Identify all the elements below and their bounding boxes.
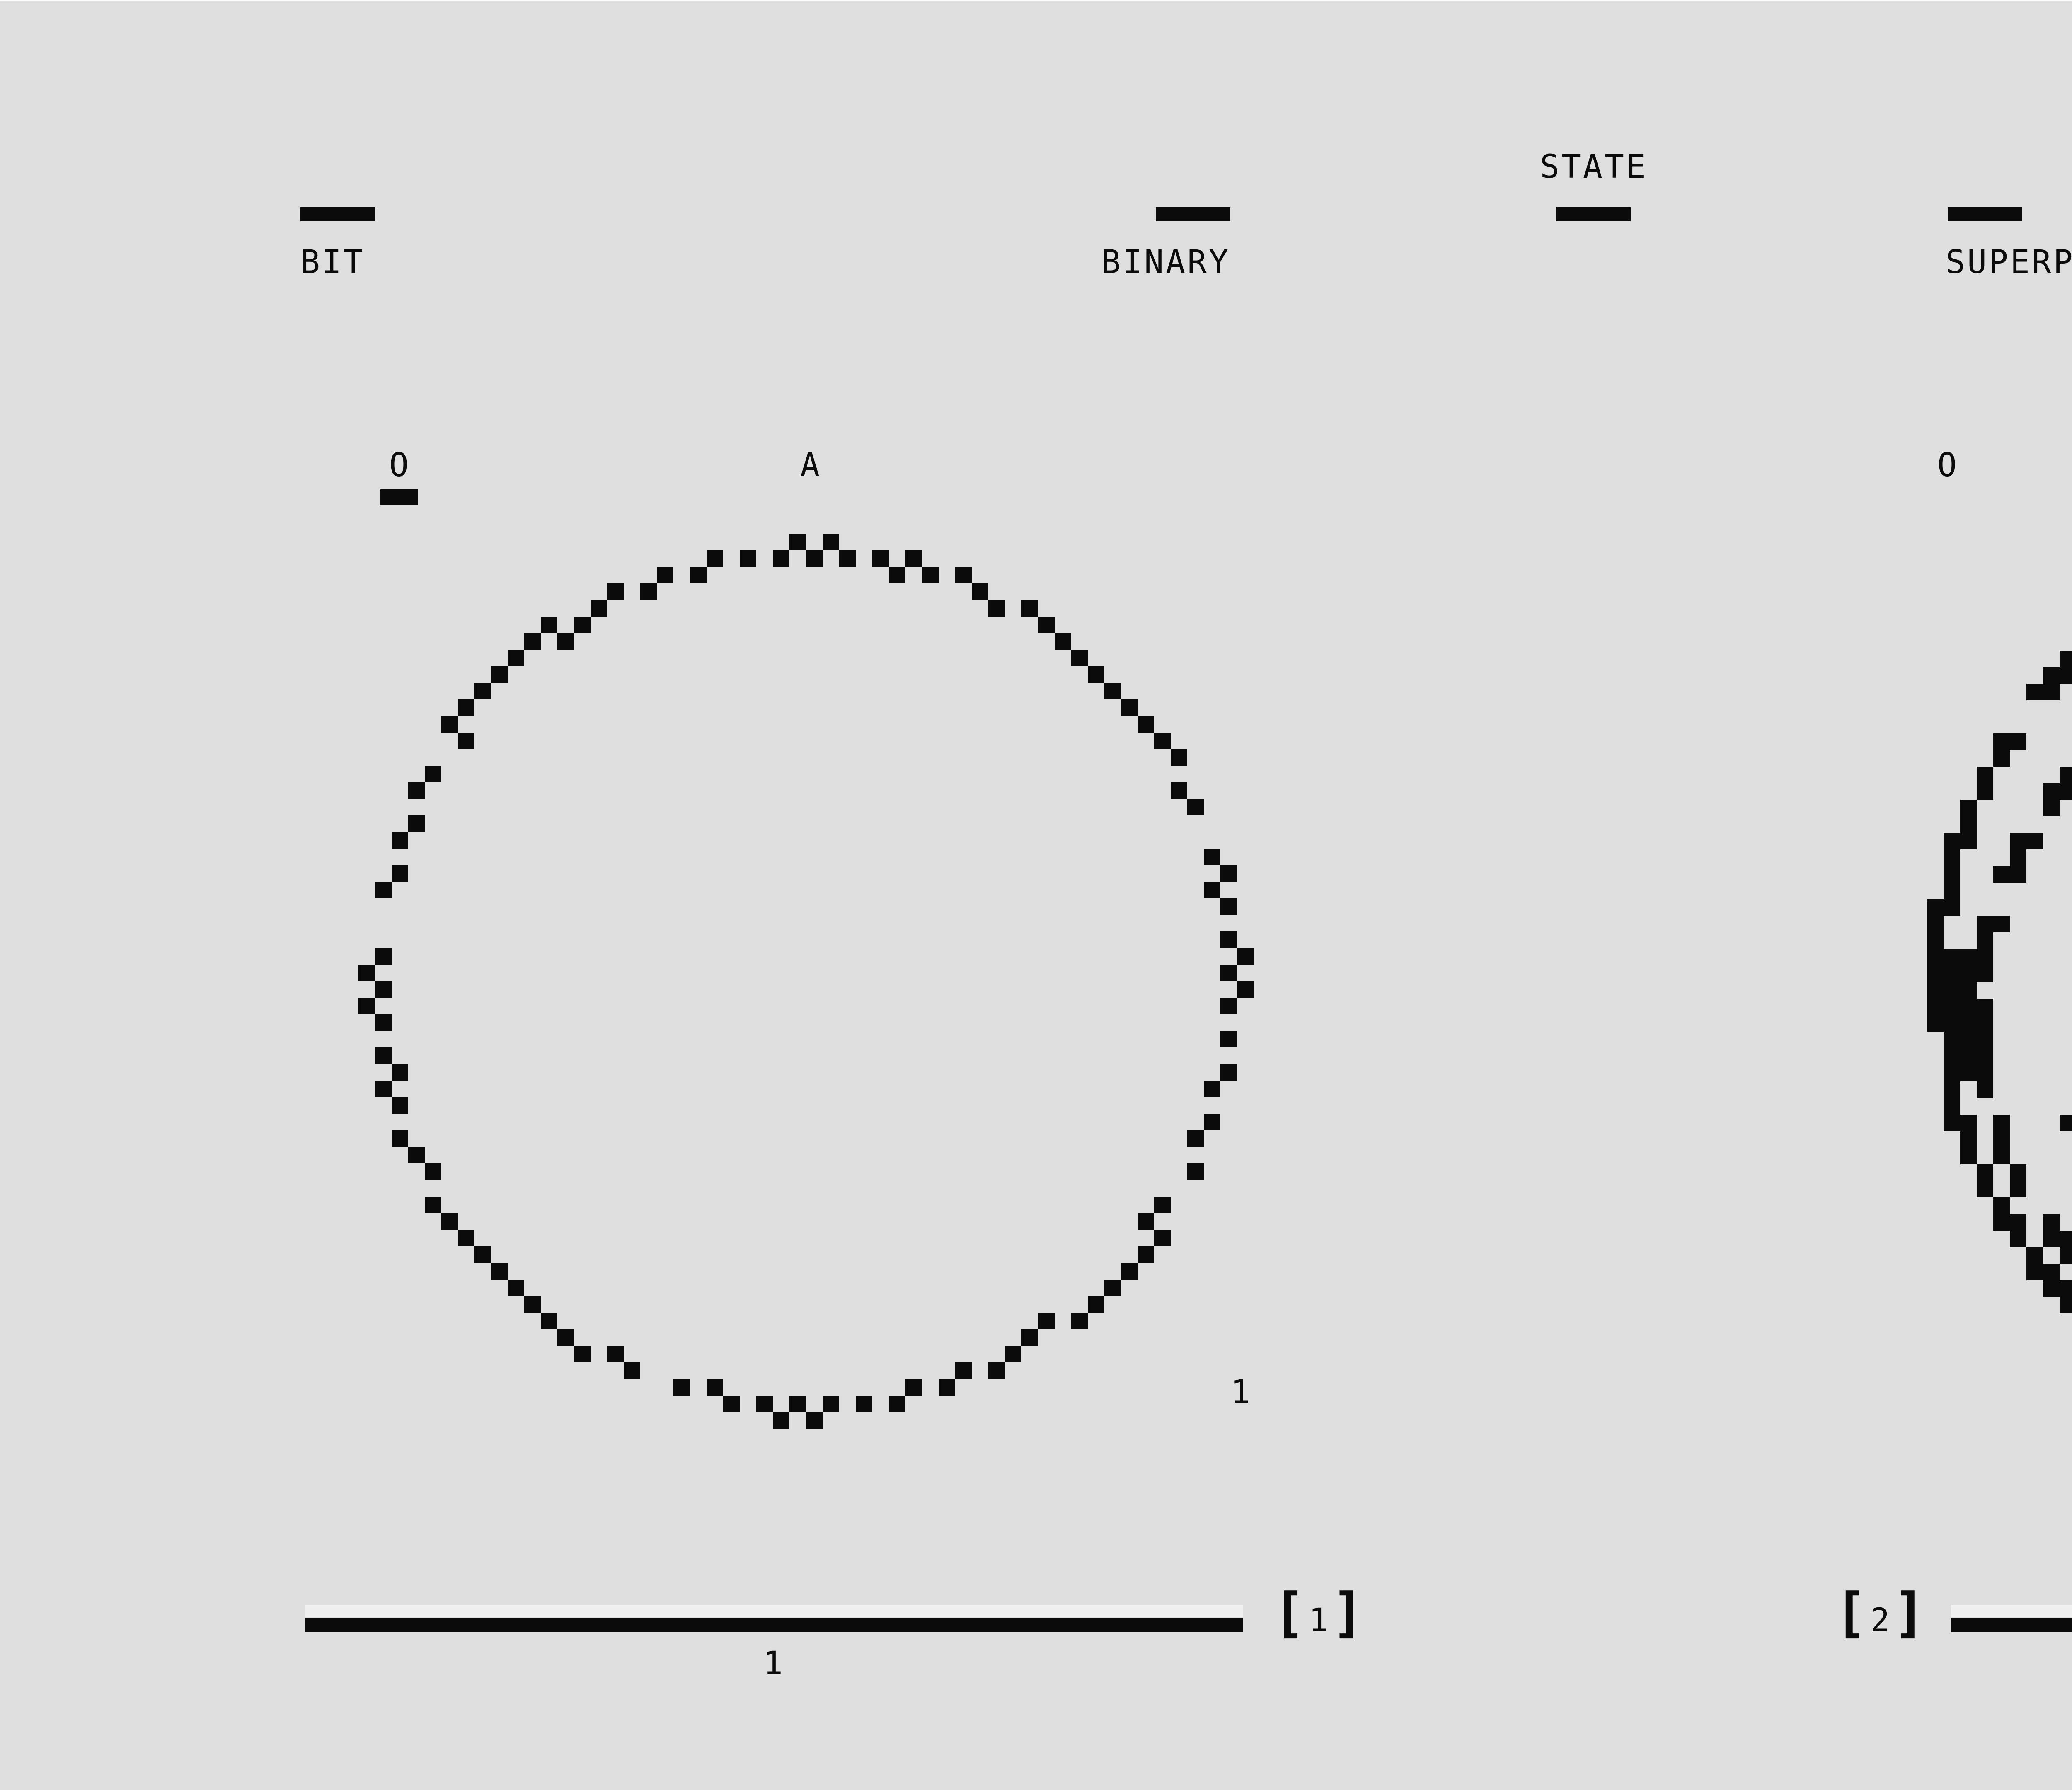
bracket-right-icon: ]	[1893, 1581, 1926, 1644]
bit-register-state-below: 1	[763, 1645, 785, 1682]
qubit-pole-label-o: O	[1937, 447, 1959, 484]
qubit-sphere-pixel-art	[1910, 518, 2072, 1446]
bit-pole-label-a: A	[800, 447, 822, 484]
page-title: STATE	[1540, 148, 1648, 186]
bit-register-index: [ 1 ]	[1273, 1586, 1364, 1640]
header-label-binary: BINARY	[1101, 244, 1230, 281]
bracket-left-icon: [	[1835, 1581, 1867, 1644]
bracket-right-icon: ]	[1331, 1581, 1364, 1644]
bit-circle-pixel-art	[358, 534, 1254, 1429]
tick-icon-state	[1556, 207, 1631, 221]
qubit-register-bar	[1951, 1605, 2072, 1632]
bit-register-number: 1	[1309, 1602, 1329, 1639]
qubit-register-number: 2	[1870, 1602, 1890, 1639]
bit-pole-label-o: O	[389, 447, 411, 484]
bit-register-bar	[305, 1605, 1243, 1632]
bit-pole-cursor-icon	[380, 489, 418, 505]
tick-icon-bit	[300, 207, 375, 221]
header-label-bit: BIT	[300, 244, 365, 281]
qubit-register-index: [ 2 ]	[1835, 1586, 1926, 1640]
tick-icon-superposition	[1948, 207, 2022, 221]
tick-icon-binary	[1156, 207, 1230, 221]
top-edge-artifact	[0, 0, 2072, 1]
header-label-superposition: SUPERPOSITION	[1946, 244, 2072, 281]
bracket-left-icon: [	[1273, 1581, 1306, 1644]
bit-pole-label-one: 1	[1231, 1374, 1252, 1411]
